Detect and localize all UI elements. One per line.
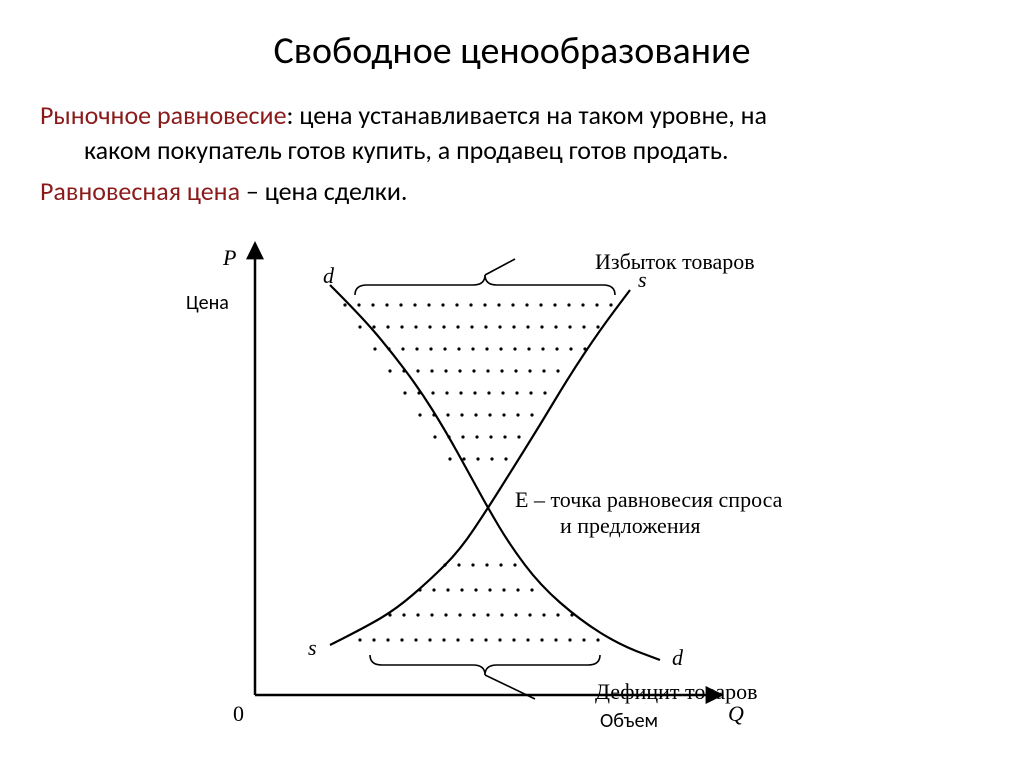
supply-label-bottom: s [308,635,317,661]
axis-volume-label-ru: Объем [600,709,658,733]
demand-label-bottom: d [672,645,683,671]
term-market-equilibrium: Рыночное равновесие [40,99,287,131]
axis-P-label: P [223,245,236,271]
def-text-2: – цена сделки. [240,175,407,207]
surplus-annotation: Избыток товаров [595,249,755,275]
axis-origin-label: 0 [233,701,244,727]
definition-equilibrium: Рыночное равновесие: цена устанавливаетс… [40,98,984,168]
def-text-1b: каком покупатель готов купить, а продаве… [40,133,984,168]
term-eq-price: Равновесная цена [40,175,240,207]
supply-demand-chart: Цена Объем P 0 Q d s s d Избыток товаров… [40,215,984,735]
equilibrium-annotation-line1: Е – точка равновесия спроса [515,487,782,513]
demand-label-top: d [323,263,334,289]
axis-price-label-ru: Цена [186,291,229,315]
slide: Свободное ценообразование Рыночное равно… [0,0,1024,767]
deficit-annotation: Дефицит товаров [595,679,758,705]
def-text-1a: : цена устанавливается на таком уровне, … [287,99,767,131]
definition-eq-price: Равновесная цена – цена сделки. [40,174,984,209]
slide-title: Свободное ценообразование [40,28,984,74]
equilibrium-annotation-line2: и предложения [560,513,701,539]
